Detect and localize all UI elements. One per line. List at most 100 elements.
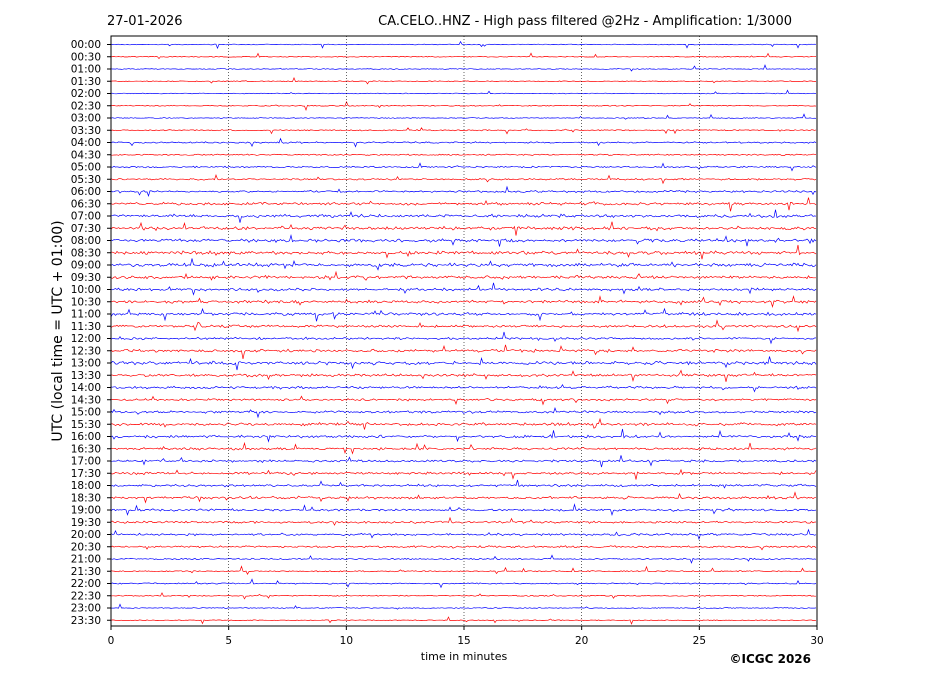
trace-line <box>110 528 817 541</box>
y-tick-label: 21:00 <box>71 554 101 566</box>
y-tick-label: 04:30 <box>71 149 101 161</box>
trace-line <box>110 162 817 172</box>
y-tick-label: 09:30 <box>71 272 101 284</box>
y-tick-label: 11:30 <box>71 321 101 333</box>
trace-line <box>110 52 817 60</box>
trace-line <box>110 468 817 480</box>
trace-line <box>110 127 817 135</box>
y-tick-label: 14:30 <box>71 394 101 406</box>
y-tick-label: 17:00 <box>71 456 101 468</box>
y-tick-label: 15:00 <box>71 407 101 419</box>
x-tick-label: 25 <box>693 635 706 647</box>
y-tick-label: 12:00 <box>71 333 101 345</box>
trace-line <box>110 417 817 430</box>
y-tick-label: 03:30 <box>71 125 101 137</box>
y-tick-label: 00:00 <box>71 39 101 51</box>
trace-line <box>110 113 817 120</box>
y-tick-layer: 00:0000:3001:0001:3002:0002:3003:0003:30… <box>71 39 111 627</box>
trace-line <box>110 578 817 589</box>
x-tick-label: 20 <box>575 635 588 647</box>
y-tick-label: 02:00 <box>71 88 101 100</box>
trace-line <box>110 491 816 504</box>
trace-line <box>110 295 817 308</box>
date-label: 27-01-2026 <box>107 14 183 29</box>
y-tick-label: 13:00 <box>71 358 101 370</box>
trace-layer <box>110 40 817 625</box>
y-tick-label: 10:30 <box>71 296 101 308</box>
trace-line <box>110 428 817 443</box>
trace-line <box>110 64 817 72</box>
trace-line <box>110 153 817 156</box>
y-tick-label: 20:00 <box>71 529 101 541</box>
y-tick-label: 22:00 <box>71 578 101 590</box>
trace-line <box>110 407 817 419</box>
y-tick-label: 19:00 <box>71 505 101 517</box>
y-tick-label: 14:00 <box>71 382 101 394</box>
trace-line <box>110 516 817 526</box>
trace-line <box>110 344 817 359</box>
trace-line <box>110 479 817 489</box>
y-axis-label: UTC (local time = UTC + 01:00) <box>50 220 66 441</box>
y-tick-label: 12:30 <box>71 345 101 357</box>
trace-line <box>110 395 817 406</box>
trace-line <box>110 565 817 575</box>
y-tick-label: 06:30 <box>71 198 101 210</box>
trace-line <box>110 100 817 112</box>
y-tick-label: 16:00 <box>71 431 101 443</box>
y-tick-label: 20:30 <box>71 541 101 553</box>
x-tick-label: 30 <box>810 635 823 647</box>
trace-line <box>110 89 817 95</box>
grid-layer <box>228 36 700 626</box>
y-tick-label: 10:00 <box>71 284 101 296</box>
trace-line <box>110 282 817 296</box>
y-tick-label: 02:30 <box>71 100 101 112</box>
trace-line <box>110 185 817 198</box>
y-tick-label: 23:00 <box>71 603 101 615</box>
trace-line <box>110 441 817 455</box>
trace-line <box>110 554 817 564</box>
copyright-label: ©ICGC 2026 <box>729 652 811 666</box>
y-tick-label: 01:30 <box>71 76 101 88</box>
trace-line <box>110 197 817 212</box>
trace-line <box>110 331 817 345</box>
y-tick-label: 19:30 <box>71 517 101 529</box>
y-tick-label: 00:30 <box>71 51 101 63</box>
y-tick-label: 09:00 <box>71 260 101 272</box>
trace-line <box>110 258 817 271</box>
y-tick-label: 11:00 <box>71 309 101 321</box>
trace-line <box>110 209 817 223</box>
y-tick-label: 15:30 <box>71 419 101 431</box>
trace-line <box>110 76 817 85</box>
trace-line <box>110 319 817 333</box>
trace-line <box>110 616 817 625</box>
y-tick-label: 13:30 <box>71 370 101 382</box>
trace-line <box>110 503 817 516</box>
x-tick-label: 5 <box>225 635 232 647</box>
trace-line <box>110 137 817 148</box>
x-axis-label: time in minutes <box>421 650 508 663</box>
trace-line <box>110 244 817 260</box>
y-tick-label: 04:00 <box>71 137 101 149</box>
y-tick-label: 01:00 <box>71 64 101 76</box>
trace-line <box>110 307 817 322</box>
trace-line <box>110 383 817 393</box>
y-tick-label: 21:30 <box>71 566 101 578</box>
y-tick-label: 08:00 <box>71 235 101 247</box>
y-tick-label: 06:00 <box>71 186 101 198</box>
y-tick-label: 07:30 <box>71 223 101 235</box>
trace-line <box>110 174 817 185</box>
y-tick-label: 16:30 <box>71 443 101 455</box>
trace-line <box>110 356 817 371</box>
y-tick-label: 18:00 <box>71 480 101 492</box>
y-tick-label: 17:30 <box>71 468 101 480</box>
trace-line <box>110 455 817 468</box>
x-tick-label: 10 <box>340 635 353 647</box>
trace-line <box>110 40 817 50</box>
trace-line <box>110 270 816 281</box>
y-tick-label: 07:00 <box>71 211 101 223</box>
y-tick-label: 22:30 <box>71 590 101 602</box>
trace-line <box>110 545 817 551</box>
y-tick-label: 08:30 <box>71 247 101 259</box>
y-tick-label: 05:30 <box>71 174 101 186</box>
